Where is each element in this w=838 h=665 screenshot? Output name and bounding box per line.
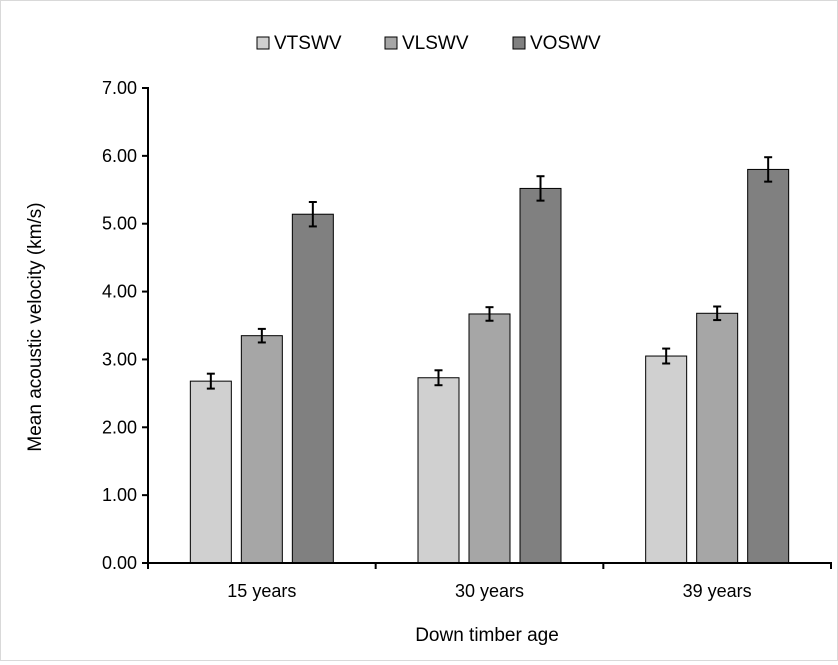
bar-vlswv xyxy=(696,312,739,564)
y-tick-label: 4.00 xyxy=(102,282,137,302)
bars xyxy=(189,168,790,564)
legend-swatch xyxy=(256,36,270,50)
bar-voswv xyxy=(747,168,790,564)
x-axis-title: Down timber age xyxy=(415,625,559,646)
bar-vtswv xyxy=(189,380,232,564)
x-tick-label: 30 years xyxy=(455,581,524,601)
y-axis-title: Mean acoustic velocity (km/s) xyxy=(25,202,46,451)
legend-label: VTSWV xyxy=(274,33,342,54)
bar-voswv xyxy=(291,213,334,564)
bar-voswv xyxy=(519,187,562,564)
x-tick-label: 39 years xyxy=(683,581,752,601)
bar-vtswv xyxy=(417,377,460,564)
y-tick-label: 2.00 xyxy=(102,417,137,437)
axes: 0.00 1.00 2.00 3.00 4.00 5.00 6.00 7.00 15 years… xyxy=(102,78,832,601)
y-tick-label: 1.00 xyxy=(102,485,137,505)
legend-swatch xyxy=(384,36,398,50)
y-tick-label: 5.00 xyxy=(102,214,137,234)
bar-vtswv xyxy=(645,355,688,564)
y-tick-label: 7.00 xyxy=(102,78,137,98)
error-bars xyxy=(206,156,773,390)
y-tick-label: 0.00 xyxy=(102,553,137,573)
legend-label: VOSWV xyxy=(530,33,601,54)
bar-vlswv xyxy=(240,335,283,564)
legend-label: VLSWV xyxy=(402,33,469,54)
y-tick-label: 3.00 xyxy=(102,349,137,369)
legend-swatch xyxy=(512,36,526,50)
legend: VTSWV VLSWV VOSWV xyxy=(256,33,601,54)
x-tick-label: 15 years xyxy=(227,581,296,601)
bar-vlswv xyxy=(468,313,511,564)
y-tick-label: 6.00 xyxy=(102,146,137,166)
